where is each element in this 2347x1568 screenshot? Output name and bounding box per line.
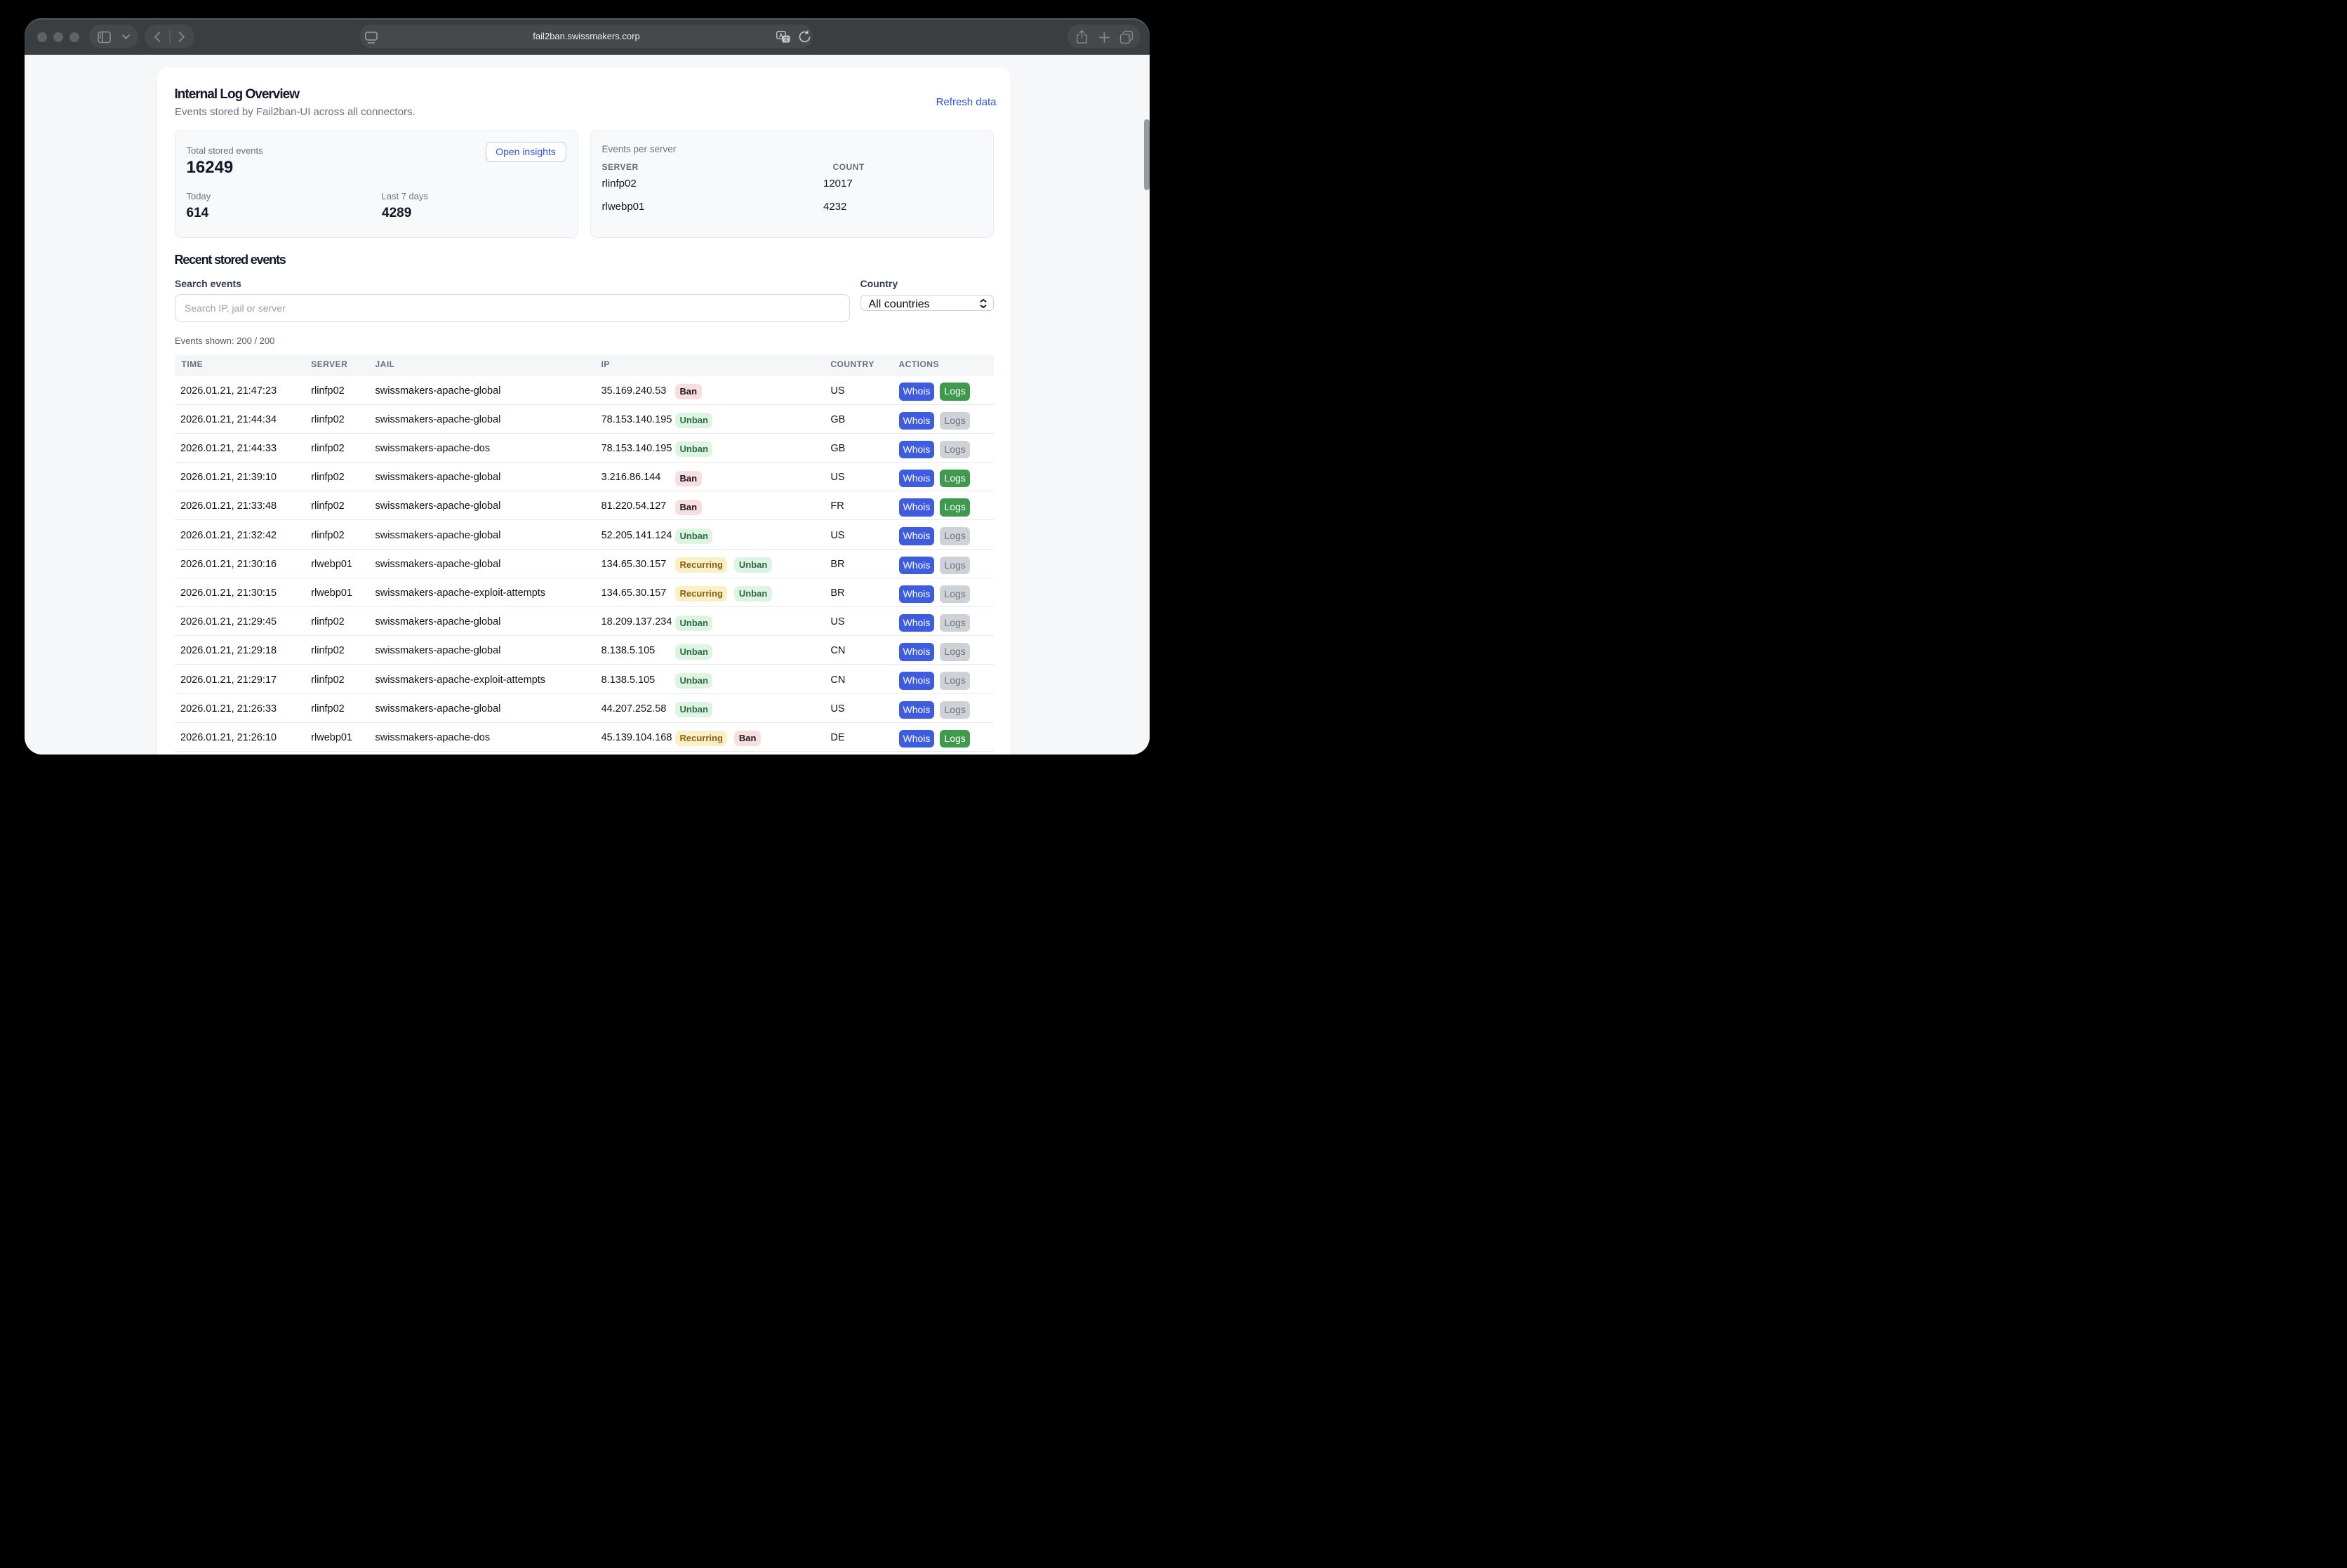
svg-text:文: 文 xyxy=(783,36,789,43)
svg-text:A: A xyxy=(779,32,783,39)
